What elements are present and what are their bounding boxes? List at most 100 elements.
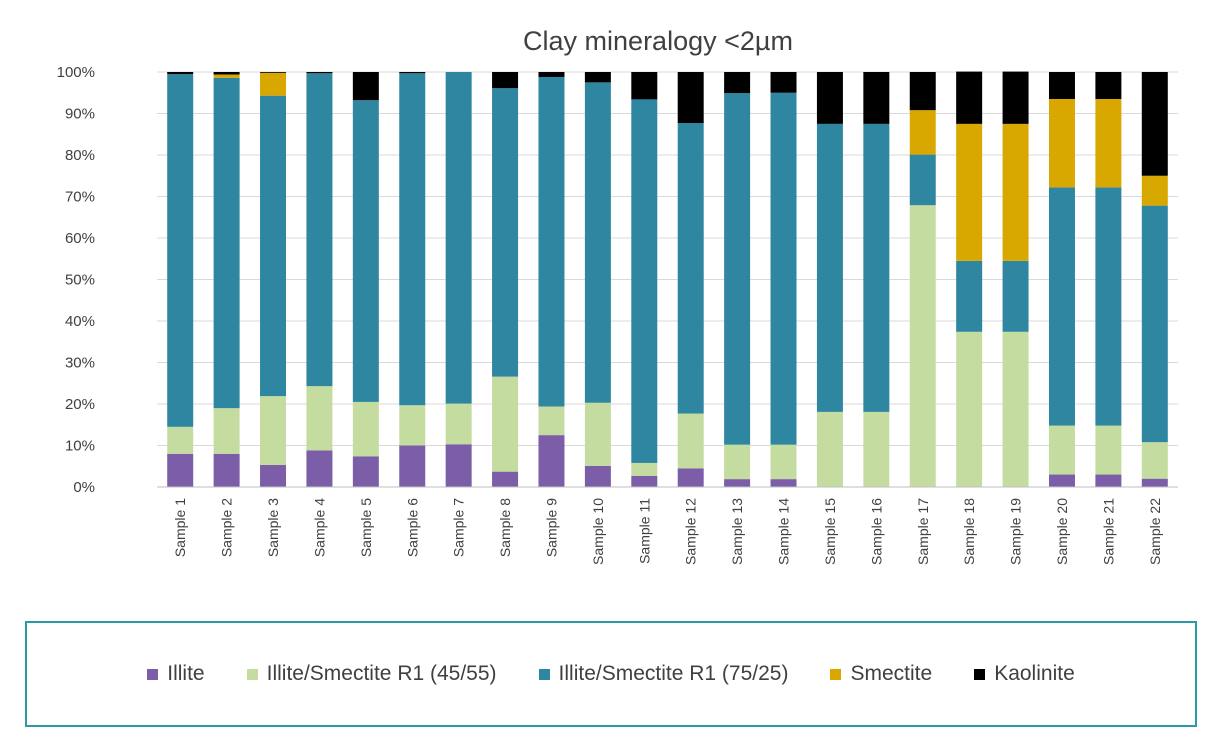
bar-segment xyxy=(863,72,890,124)
bar-segment xyxy=(1141,72,1168,176)
bar-segment xyxy=(399,73,426,406)
bar-segment xyxy=(724,479,751,487)
bar-segment xyxy=(352,401,379,457)
x-category-label: Sample 21 xyxy=(1100,498,1116,565)
bar-segment xyxy=(1048,474,1075,487)
bar-segment xyxy=(538,435,565,487)
bar-segment xyxy=(492,471,519,487)
bar-segment xyxy=(1141,175,1168,206)
x-axis-category-labels: Sample 1 Sample 2 Sample 3 Sample 4 Sample 5… xyxy=(172,498,1163,565)
legend-swatch xyxy=(246,668,258,680)
bar-segment xyxy=(213,453,240,487)
bar-segment xyxy=(677,468,704,487)
x-category-label: Sample 2 xyxy=(219,498,235,557)
x-category-label: Sample 7 xyxy=(451,498,467,557)
bar-segment xyxy=(724,72,751,94)
bar-segment xyxy=(399,72,426,74)
bar-segment xyxy=(1002,123,1029,261)
x-category-label: Sample 18 xyxy=(961,498,977,565)
bar-segment xyxy=(260,72,287,73)
bar-segment xyxy=(260,72,287,96)
x-category-label: Sample 14 xyxy=(776,498,792,565)
bar-segment xyxy=(1048,425,1075,475)
bar-segment xyxy=(1095,187,1122,426)
bar-segment xyxy=(863,411,890,487)
bar-segment xyxy=(445,403,472,445)
chart-title: Clay mineralogy <2µm xyxy=(523,26,793,56)
bar-segment xyxy=(260,465,287,487)
legend-item: Kaolinite xyxy=(974,662,1075,686)
bar-segment xyxy=(352,456,379,487)
bar-segment xyxy=(213,77,240,409)
bar-segment xyxy=(909,110,936,155)
bar-segment xyxy=(584,465,611,487)
bar-segment xyxy=(306,72,333,74)
x-category-label: Sample 20 xyxy=(1054,498,1070,565)
bar-segment xyxy=(956,260,983,332)
legend-item: Illite xyxy=(147,662,205,686)
x-category-label: Sample 15 xyxy=(822,498,838,565)
bar-segment xyxy=(1048,98,1075,188)
x-category-label: Sample 5 xyxy=(358,498,374,557)
legend-label: Illite/Smectite R1 (75/25) xyxy=(558,662,789,685)
bar-segment xyxy=(631,475,658,487)
y-tick-label: 80% xyxy=(65,147,95,164)
legend-item: Smectite xyxy=(830,662,932,686)
x-category-label: Sample 9 xyxy=(543,498,559,557)
x-category-label: Sample 16 xyxy=(868,498,884,565)
bar-segment xyxy=(863,123,890,412)
legend-swatch xyxy=(147,668,159,680)
bar-segment xyxy=(724,93,751,445)
x-category-label: Sample 6 xyxy=(404,498,420,557)
bar-segment xyxy=(909,205,936,487)
bar-segment xyxy=(213,74,240,78)
bar-segment xyxy=(956,123,983,261)
bar-segment xyxy=(1095,98,1122,188)
bar-segment xyxy=(1141,205,1168,443)
x-category-label: Sample 17 xyxy=(915,498,931,565)
bar-segment xyxy=(770,72,797,93)
bar-segment xyxy=(1141,442,1168,479)
bar-segment xyxy=(1048,187,1075,426)
bar-segment xyxy=(538,406,565,436)
bar-segment xyxy=(677,413,704,469)
bar-segment xyxy=(167,74,194,427)
y-tick-label: 40% xyxy=(65,313,95,330)
bar-segment xyxy=(816,123,843,412)
clay-mineralogy-chart: Clay mineralogy <2µm 0% 10% 20% 30% 40% 50% 60… xyxy=(57,26,1178,565)
bar-segment xyxy=(816,72,843,124)
y-tick-label: 10% xyxy=(65,438,95,455)
y-tick-label: 100% xyxy=(57,64,95,81)
bar-segment xyxy=(1002,71,1029,124)
x-category-label: Sample 13 xyxy=(729,498,745,565)
bar-segment xyxy=(584,402,611,466)
bar-segment xyxy=(399,445,426,487)
bar-segment xyxy=(445,444,472,487)
bar-segment xyxy=(399,405,426,446)
x-category-label: Sample 10 xyxy=(590,498,606,565)
y-tick-label: 0% xyxy=(73,479,95,496)
bar-segment xyxy=(770,479,797,487)
x-category-label: Sample 1 xyxy=(172,498,188,557)
bar-segment xyxy=(770,92,797,445)
bar-segment xyxy=(770,444,797,480)
bar-segment xyxy=(956,71,983,124)
bar-segment xyxy=(213,408,240,454)
legend-label: Illite xyxy=(167,662,205,685)
x-category-label: Sample 11 xyxy=(636,498,652,564)
y-tick-label: 70% xyxy=(65,189,95,206)
bar-segment xyxy=(306,450,333,487)
legend: Illite Illite/Smectite R1 (45/55) Illite/S… xyxy=(25,621,1197,727)
y-tick-label: 60% xyxy=(65,230,95,247)
bar-segment xyxy=(1095,425,1122,475)
bar-segment xyxy=(631,462,658,476)
bar-segment xyxy=(631,72,658,100)
bar-segment xyxy=(538,72,565,77)
legend-swatch xyxy=(974,668,986,680)
x-category-label: Sample 8 xyxy=(497,498,513,557)
y-tick-label: 90% xyxy=(65,106,95,123)
bar-segment xyxy=(816,411,843,487)
y-tick-label: 30% xyxy=(65,355,95,372)
bar-segment xyxy=(909,154,936,206)
bar-segment xyxy=(956,331,983,487)
